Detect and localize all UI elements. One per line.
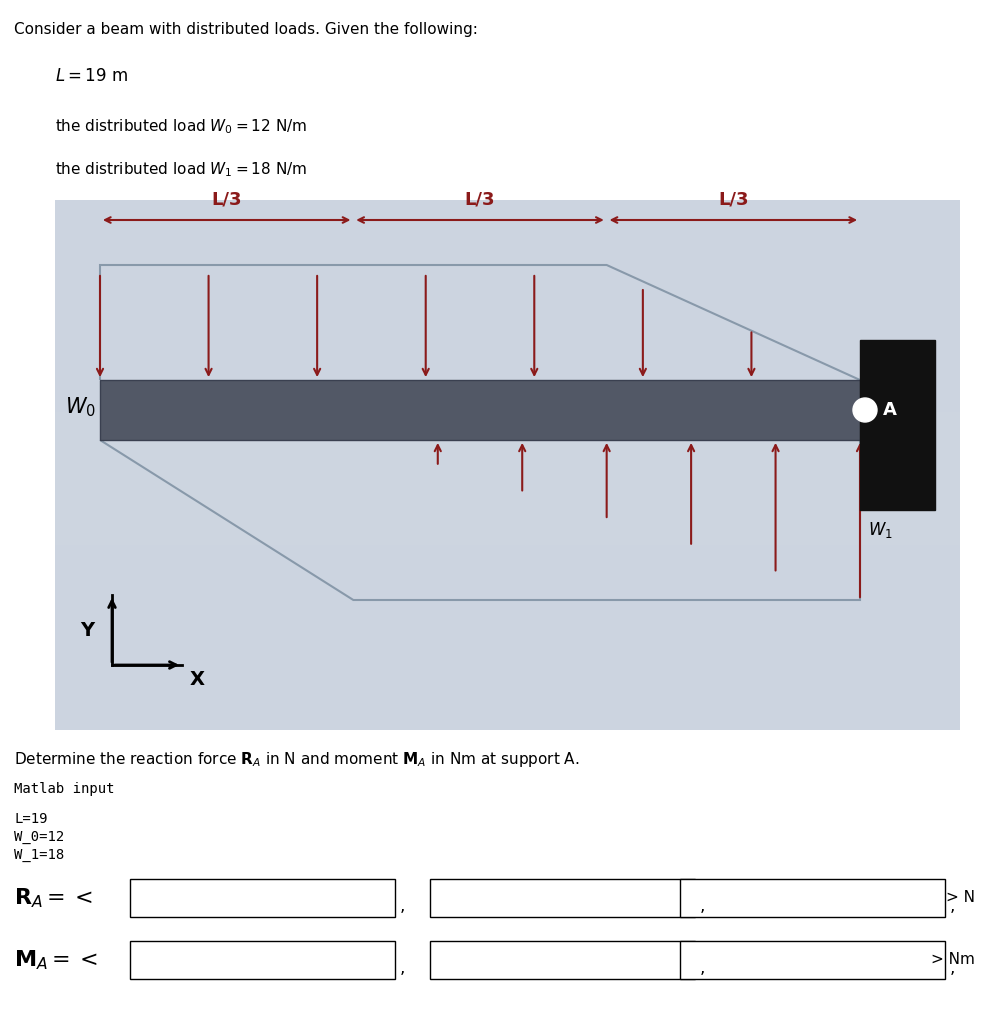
Bar bbox=[55, 545, 960, 571]
Bar bbox=[130, 941, 395, 979]
Bar bbox=[860, 340, 935, 510]
Bar bbox=[430, 879, 695, 918]
Text: L/3: L/3 bbox=[718, 190, 748, 208]
Bar bbox=[55, 359, 960, 385]
Text: W_1=18: W_1=18 bbox=[14, 848, 65, 862]
Text: L=19: L=19 bbox=[14, 812, 48, 826]
Bar bbox=[55, 518, 960, 545]
Bar bbox=[55, 650, 960, 677]
Text: $W_0$: $W_0$ bbox=[65, 395, 96, 419]
Bar bbox=[55, 385, 960, 412]
Text: ,: , bbox=[700, 959, 706, 977]
Bar bbox=[430, 941, 695, 979]
Bar bbox=[130, 879, 395, 918]
Bar bbox=[100, 380, 860, 440]
Bar bbox=[55, 703, 960, 730]
Text: L/3: L/3 bbox=[465, 190, 495, 208]
Text: ,: , bbox=[400, 897, 406, 915]
Bar bbox=[55, 253, 960, 280]
Text: ,: , bbox=[950, 959, 955, 977]
Bar bbox=[680, 879, 945, 918]
Bar bbox=[55, 200, 960, 730]
Text: Consider a beam with distributed loads. Given the following:: Consider a beam with distributed loads. … bbox=[14, 22, 478, 37]
Bar bbox=[55, 306, 960, 333]
Bar bbox=[55, 492, 960, 518]
Bar bbox=[55, 333, 960, 359]
Text: Determine the reaction force $\mathbf{R}_A$ in N and moment $\mathbf{M}_A$ in Nm: Determine the reaction force $\mathbf{R}… bbox=[14, 750, 580, 769]
Text: ,: , bbox=[700, 897, 706, 915]
Text: the distributed load $\mathit{W}_1 = 18\ \mathrm{N/m}$: the distributed load $\mathit{W}_1 = 18\… bbox=[55, 160, 307, 179]
Text: W_0=12: W_0=12 bbox=[14, 830, 65, 844]
Circle shape bbox=[853, 398, 877, 422]
Bar bbox=[55, 465, 960, 492]
Text: $L = 19\ \mathrm{m}$: $L = 19\ \mathrm{m}$ bbox=[55, 67, 128, 85]
Bar bbox=[55, 200, 960, 226]
Text: A: A bbox=[883, 401, 897, 419]
Text: $\mathbf{R}_A = <$: $\mathbf{R}_A = <$ bbox=[14, 886, 92, 909]
Text: L/3: L/3 bbox=[212, 190, 242, 208]
Bar bbox=[55, 438, 960, 465]
Bar bbox=[55, 677, 960, 703]
Text: X: X bbox=[190, 670, 205, 689]
Text: ,: , bbox=[400, 959, 406, 977]
Text: Matlab input: Matlab input bbox=[14, 782, 114, 796]
Bar bbox=[55, 280, 960, 306]
Bar bbox=[55, 571, 960, 597]
Text: the distributed load $\mathit{W}_0 = 12\ \mathrm{N/m}$: the distributed load $\mathit{W}_0 = 12\… bbox=[55, 117, 307, 136]
Text: > Nm: > Nm bbox=[931, 952, 975, 968]
Bar bbox=[55, 597, 960, 624]
Text: Y: Y bbox=[80, 621, 94, 640]
Bar bbox=[55, 412, 960, 438]
Text: > N: > N bbox=[946, 891, 975, 905]
Bar bbox=[55, 624, 960, 650]
Text: ,: , bbox=[950, 897, 955, 915]
Bar bbox=[55, 226, 960, 253]
Bar bbox=[680, 941, 945, 979]
Text: $W_1$: $W_1$ bbox=[868, 520, 893, 540]
Text: $\mathbf{M}_A = <$: $\mathbf{M}_A = <$ bbox=[14, 948, 97, 972]
